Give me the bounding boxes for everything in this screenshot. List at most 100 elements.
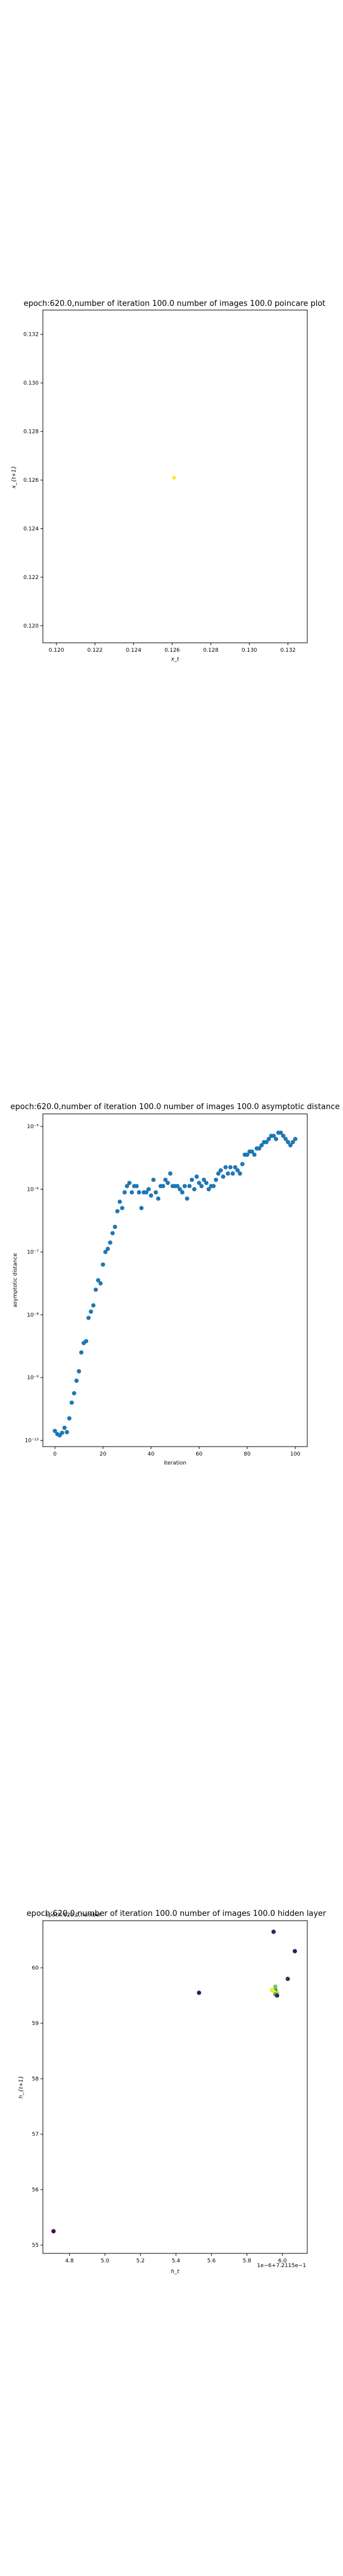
hidden-layer-y-tick-label: 60 <box>32 1965 39 1971</box>
hidden-layer-y-tick-label: 59 <box>32 2021 39 2027</box>
asymptotic-distance-point <box>84 1339 89 1343</box>
hidden-layer-point <box>51 2229 56 2234</box>
asymptotic-distance-x-tick-label: 20 <box>99 1451 107 1457</box>
asymptotic-distance-point <box>211 1184 216 1188</box>
hidden-layer-x-tick-label: 4.8 <box>66 2258 74 2264</box>
asymptotic-distance-point <box>221 1174 226 1179</box>
asymptotic-distance-point <box>96 1278 101 1283</box>
hidden-layer-y-ticks: 55 56 57 58 59 60 <box>32 1965 43 2249</box>
hidden-layer-x-label: h_t <box>171 2269 179 2275</box>
asymptotic-distance-point <box>206 1187 211 1191</box>
poincare-plot-x-tick-label: 0.130 <box>242 648 257 654</box>
asymptotic-distance-point <box>238 1171 242 1176</box>
asymptotic-distance-point <box>122 1190 127 1195</box>
asymptotic-distance-x-tick-label: 60 <box>196 1451 203 1457</box>
asymptotic-distance-point <box>127 1181 132 1185</box>
asymptotic-distance-point <box>144 1190 149 1195</box>
poincare-plot-points <box>172 475 176 480</box>
asymptotic-distance-y-tick-label: 10⁻⁶ <box>27 1187 39 1193</box>
asymptotic-distance-x-ticks: 0 20 40 60 80 100 <box>53 1447 301 1457</box>
asymptotic-distance-point <box>163 1177 168 1182</box>
hidden-layer-overlay-label: epoch:620.0,number <box>45 1912 101 1918</box>
hidden-layer-offset-text: 1e−6+7.2115e−1 <box>257 2263 306 2269</box>
hidden-layer-point <box>197 1990 201 1995</box>
asymptotic-distance-x-tick-label: 80 <box>244 1451 251 1457</box>
asymptotic-distance-y-label: asymptotic distance <box>13 1253 18 1307</box>
asymptotic-distance-point <box>98 1281 103 1286</box>
hidden-layer-title: epoch:620.0,number of iteration 100.0 nu… <box>27 1909 327 1918</box>
asymptotic-distance-point <box>180 1190 185 1195</box>
asymptotic-distance-x-tick-label: 40 <box>148 1451 155 1457</box>
poincare-plot-y-tick-label: 0.124 <box>23 527 39 532</box>
asymptotic-distance-point <box>259 1143 264 1148</box>
asymptotic-distance-point <box>240 1162 245 1166</box>
asymptotic-distance-point <box>154 1190 158 1195</box>
hidden-layer-x-tick-label: 5.0 <box>101 2258 110 2264</box>
hidden-layer-point <box>273 1984 277 1989</box>
asymptotic-distance-plot: epoch:620.0,number of iteration 100.0 nu… <box>10 1103 339 1466</box>
asymptotic-distance-point <box>197 1181 201 1185</box>
poincare-plot-y-tick-label: 0.120 <box>23 623 39 629</box>
poincare-plot-x-tick-label: 0.128 <box>203 648 219 654</box>
asymptotic-distance-point <box>273 1137 279 1141</box>
asymptotic-distance-point <box>214 1177 219 1182</box>
asymptotic-distance-point <box>182 1184 187 1188</box>
hidden-layer-frame <box>42 1920 308 2254</box>
asymptotic-distance-point <box>89 1309 93 1314</box>
asymptotic-distance-point <box>52 1429 57 1433</box>
asymptotic-distance-point <box>245 1152 250 1157</box>
asymptotic-distance-point <box>219 1168 223 1173</box>
asymptotic-distance-y-tick-label: 10⁻⁸ <box>27 1312 39 1318</box>
asymptotic-distance-point <box>204 1181 209 1185</box>
asymptotic-distance-point <box>233 1165 238 1170</box>
asymptotic-distance-frame <box>42 1113 308 1447</box>
asymptotic-distance-point <box>175 1184 180 1188</box>
hidden-layer-points <box>51 1930 297 2234</box>
hidden-layer-y-tick-label: 57 <box>32 2132 39 2138</box>
asymptotic-distance-point <box>105 1246 110 1251</box>
asymptotic-distance-point <box>192 1187 197 1191</box>
poincare-plot-frame <box>42 309 308 643</box>
asymptotic-distance-point <box>199 1184 204 1188</box>
asymptotic-distance-point <box>283 1137 288 1141</box>
asymptotic-distance-y-tick-label: 10⁻⁷ <box>27 1250 39 1256</box>
asymptotic-distance-point <box>62 1425 67 1431</box>
asymptotic-distance-point <box>110 1231 115 1236</box>
asymptotic-distance-point <box>101 1262 105 1267</box>
asymptotic-distance-point <box>74 1378 79 1383</box>
hidden-layer-x-tick-label: 5.8 <box>243 2258 252 2264</box>
asymptotic-distance-point <box>226 1171 230 1176</box>
asymptotic-distance-x-tick-label: 100 <box>290 1451 300 1457</box>
asymptotic-distance-point <box>281 1134 286 1138</box>
asymptotic-distance-y-tick-label: 10⁻⁵ <box>27 1124 39 1130</box>
asymptotic-distance-point <box>64 1430 69 1435</box>
asymptotic-distance-point <box>187 1184 192 1188</box>
asymptotic-distance-point <box>201 1177 207 1182</box>
asymptotic-distance-point <box>149 1193 154 1198</box>
asymptotic-distance-point <box>228 1165 233 1170</box>
asymptotic-distance-point <box>71 1391 77 1396</box>
hidden-layer-point <box>292 1949 297 1953</box>
asymptotic-distance-point <box>60 1431 64 1435</box>
asymptotic-distance-point <box>257 1146 261 1151</box>
asymptotic-distance-point <box>177 1187 182 1191</box>
asymptotic-distance-point <box>235 1168 240 1173</box>
hidden-layer-y-tick-label: 58 <box>32 2076 39 2082</box>
poincare-plot-point <box>172 475 176 480</box>
hidden-layer-point <box>285 1977 290 1981</box>
asymptotic-distance-y-tick-label: 10⁻¹⁰ <box>25 1438 39 1444</box>
asymptotic-distance-point <box>161 1184 166 1188</box>
poincare-plot-y-tick-label: 0.130 <box>23 380 39 386</box>
hidden-layer-x-ticks: 4.8 5.0 5.2 5.4 5.6 5.8 6.0 <box>66 2253 287 2264</box>
asymptotic-distance-point <box>124 1184 129 1188</box>
asymptotic-distance-point <box>156 1196 161 1201</box>
poincare-plot-y-tick-label: 0.122 <box>23 575 39 581</box>
poincare-plot-x-tick-label: 0.132 <box>280 648 296 654</box>
hidden-layer-x-tick-label: 5.4 <box>172 2258 180 2264</box>
asymptotic-distance-point <box>134 1184 139 1188</box>
poincare-plot-x-tick-label: 0.122 <box>88 648 103 654</box>
asymptotic-distance-x-tick-label: 0 <box>53 1451 57 1457</box>
asymptotic-distance-point <box>166 1181 170 1185</box>
hidden-layer-x-tick-label: 6.0 <box>278 2258 287 2264</box>
